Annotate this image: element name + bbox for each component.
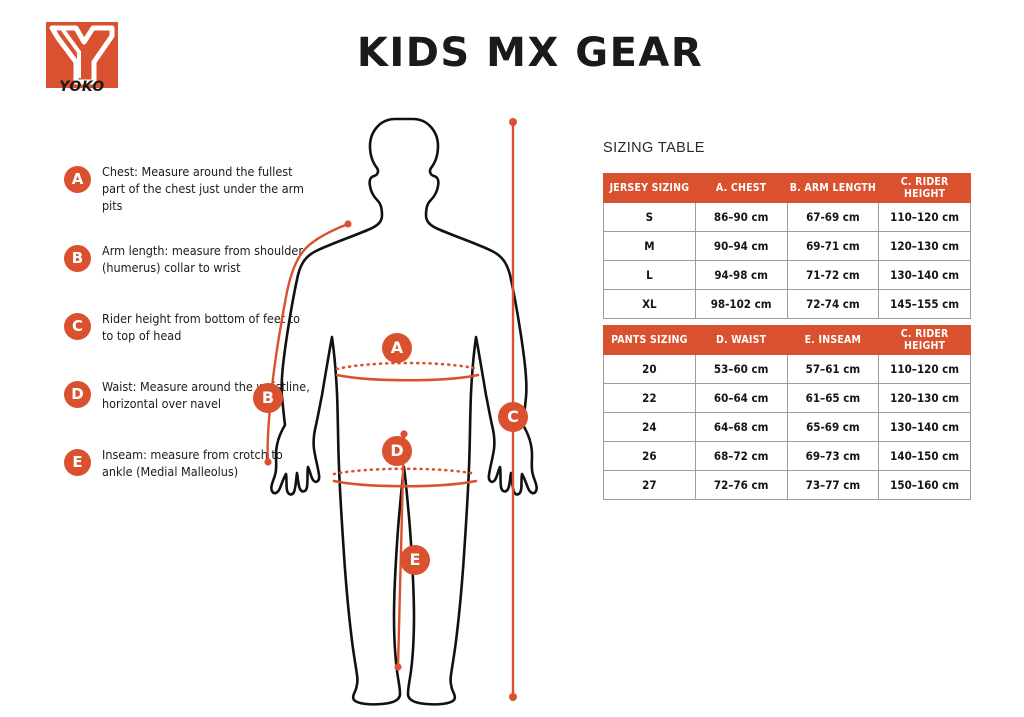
legend-item-a: A Chest: Measure around the fullest part… <box>64 163 314 214</box>
table-row: M 90–94 cm 69-71 cm 120–130 cm <box>603 231 971 261</box>
cell-size: 26 <box>603 441 696 471</box>
figure-marker-c: C <box>498 402 528 432</box>
cell-waist: 72–76 cm <box>694 470 788 500</box>
cell-size: M <box>603 231 696 261</box>
jersey-header-arm: B. ARM LENGTH <box>786 173 880 203</box>
sizing-table-caption: SIZING TABLE <box>603 140 705 156</box>
cell-height: 150–160 cm <box>878 470 971 500</box>
cell-waist: 64–68 cm <box>694 412 788 442</box>
table-row: 24 64–68 cm 65-69 cm 130–140 cm <box>603 412 971 442</box>
cell-chest: 98-102 cm <box>694 289 788 319</box>
cell-inseam: 73–77 cm <box>786 470 880 500</box>
legend-badge-d: D <box>64 381 91 408</box>
pants-header-inseam: E. INSEAM <box>786 325 880 355</box>
cell-waist: 53–60 cm <box>694 354 788 384</box>
pants-header-waist: D. WAIST <box>694 325 788 355</box>
cell-height: 120–130 cm <box>878 231 971 261</box>
figure-marker-e: E <box>400 545 430 575</box>
cell-inseam: 57–61 cm <box>786 354 880 384</box>
cell-size: XL <box>603 289 696 319</box>
cell-waist: 68–72 cm <box>694 441 788 471</box>
body-diagram: A B C D E <box>230 105 590 715</box>
table-row: S 86–90 cm 67-69 cm 110–120 cm <box>603 202 971 232</box>
figure-marker-d: D <box>382 436 412 466</box>
cell-chest: 90–94 cm <box>694 231 788 261</box>
cell-height: 120–130 cm <box>878 383 971 413</box>
cell-size: L <box>603 260 696 290</box>
pants-header-size: PANTS SIZING <box>603 325 696 355</box>
cell-height: 145–155 cm <box>878 289 971 319</box>
cell-inseam: 61–65 cm <box>786 383 880 413</box>
pants-sizing-table: PANTS SIZING D. WAIST E. INSEAM C. RIDER… <box>603 325 971 500</box>
table-row: 26 68–72 cm 69–73 cm 140–150 cm <box>603 441 971 471</box>
cell-waist: 60–64 cm <box>694 383 788 413</box>
legend-text-a: Chest: Measure around the fullest part o… <box>102 164 305 213</box>
chest-measure-band <box>335 361 480 382</box>
sizing-table-block: SIZING TABLE JERSEY SIZING A. CHEST B. A… <box>603 140 971 500</box>
legend-item-c: C Rider height from bottom of feet to to… <box>64 310 314 350</box>
yoko-wordmark: YOKO <box>59 79 104 95</box>
legend-badge-b: B <box>64 245 91 272</box>
cell-arm: 71-72 cm <box>786 260 880 290</box>
page-title: KIDS MX GEAR <box>356 30 704 76</box>
cell-size: 20 <box>603 354 696 384</box>
body-outline <box>270 117 538 706</box>
jersey-header-size: JERSEY SIZING <box>603 173 696 203</box>
jersey-sizing-table: JERSEY SIZING A. CHEST B. ARM LENGTH C. … <box>603 173 971 319</box>
cell-inseam: 65-69 cm <box>786 412 880 442</box>
cell-height: 130–140 cm <box>878 260 971 290</box>
figure-marker-b: B <box>253 383 283 413</box>
cell-size: 27 <box>603 470 696 500</box>
cell-inseam: 69–73 cm <box>786 441 880 471</box>
legend-badge-e: E <box>64 449 91 476</box>
cell-height: 130–140 cm <box>878 412 971 442</box>
legend-item-b: B Arm length: measure from shoulder (hum… <box>64 242 314 282</box>
pants-header-height: C. RIDER HEIGHT <box>878 325 971 355</box>
cell-chest: 86–90 cm <box>694 202 788 232</box>
table-row: XL 98-102 cm 72-74 cm 145–155 cm <box>603 289 971 319</box>
table-row: 27 72–76 cm 73–77 cm 150–160 cm <box>603 470 971 500</box>
cell-height: 110–120 cm <box>878 202 971 232</box>
pants-header-row: PANTS SIZING D. WAIST E. INSEAM C. RIDER… <box>603 325 971 355</box>
cell-chest: 94-98 cm <box>694 260 788 290</box>
table-row: 20 53–60 cm 57–61 cm 110–120 cm <box>603 354 971 384</box>
cell-height: 140–150 cm <box>878 441 971 471</box>
legend-text-e: Inseam: measure from crotch to ankle (Me… <box>102 447 283 479</box>
legend-text-c: Rider height from bottom of feet to to t… <box>102 311 301 343</box>
cell-size: 24 <box>603 412 696 442</box>
legend-text-b: Arm length: measure from shoulder (humer… <box>102 243 303 275</box>
cell-arm: 67-69 cm <box>786 202 880 232</box>
cell-size: S <box>603 202 696 232</box>
table-row: L 94-98 cm 71-72 cm 130–140 cm <box>603 260 971 290</box>
cell-size: 22 <box>603 383 696 413</box>
legend-badge-c: C <box>64 313 91 340</box>
table-row: 22 60–64 cm 61–65 cm 120–130 cm <box>603 383 971 413</box>
figure-marker-a: A <box>382 333 412 363</box>
cell-height: 110–120 cm <box>878 354 971 384</box>
jersey-header-row: JERSEY SIZING A. CHEST B. ARM LENGTH C. … <box>603 173 971 203</box>
jersey-header-chest: A. CHEST <box>694 173 788 203</box>
legend: A Chest: Measure around the fullest part… <box>64 163 314 514</box>
cell-arm: 72-74 cm <box>786 289 880 319</box>
legend-item-e: E Inseam: measure from crotch to ankle (… <box>64 446 314 486</box>
legend-badge-a: A <box>64 166 91 193</box>
cell-arm: 69-71 cm <box>786 231 880 261</box>
jersey-header-height: C. RIDER HEIGHT <box>878 173 971 203</box>
inseam-guide <box>394 430 408 671</box>
yoko-logo: YOKO <box>46 22 118 98</box>
waist-measure-band <box>332 467 478 488</box>
arm-length-guide <box>264 220 352 466</box>
